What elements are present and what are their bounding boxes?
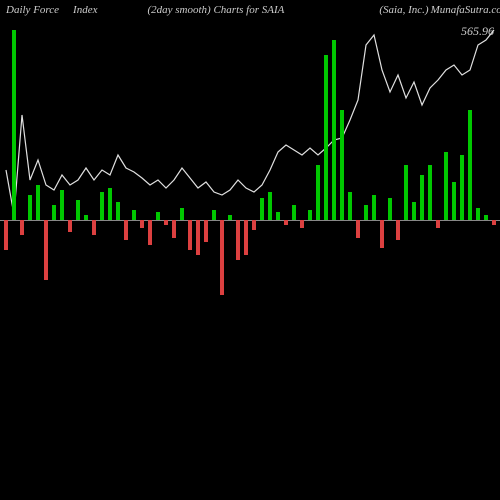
force-bar-up <box>156 212 160 220</box>
header-mid: (2day smooth) Charts for SAIA <box>147 4 284 16</box>
force-bar-up <box>108 188 112 220</box>
force-bar-down <box>4 220 8 250</box>
force-bar-up <box>420 175 424 220</box>
force-bar-down <box>44 220 48 280</box>
force-bar-up <box>428 165 432 220</box>
force-bar-up <box>348 192 352 220</box>
force-bar-down <box>396 220 400 240</box>
force-bar-up <box>444 152 448 220</box>
force-bar-up <box>292 205 296 220</box>
force-bar-up <box>460 155 464 220</box>
force-bar-up <box>276 212 280 220</box>
force-bar-down <box>92 220 96 235</box>
force-bar-down <box>124 220 128 240</box>
force-bar-up <box>28 195 32 220</box>
force-bar-down <box>436 220 440 228</box>
header-company: (Saia, Inc.) <box>379 4 428 16</box>
force-bar-up <box>212 210 216 220</box>
force-bar-up <box>316 165 320 220</box>
force-bar-up <box>308 210 312 220</box>
price-line <box>0 20 500 480</box>
force-bar-up <box>412 202 416 220</box>
force-bar-up <box>52 205 56 220</box>
force-bar-down <box>188 220 192 250</box>
force-bar-down <box>220 220 224 295</box>
force-bar-down <box>252 220 256 230</box>
force-bar-down <box>236 220 240 260</box>
force-bar-down <box>244 220 248 255</box>
force-bar-up <box>100 192 104 220</box>
force-bar-up <box>84 215 88 220</box>
force-bar-up <box>324 55 328 220</box>
force-bar-up <box>228 215 232 220</box>
force-bar-up <box>260 198 264 220</box>
force-bar-down <box>204 220 208 242</box>
force-bar-down <box>20 220 24 235</box>
header-source: MunafaSutra.com <box>431 4 500 16</box>
force-bar-up <box>180 208 184 220</box>
force-bar-up <box>404 165 408 220</box>
force-bar-up <box>468 110 472 220</box>
force-bar-up <box>268 192 272 220</box>
force-bar-up <box>60 190 64 220</box>
force-bar-up <box>116 202 120 220</box>
force-bar-up <box>12 30 16 220</box>
header-indicator-name: Daily Force <box>6 4 59 16</box>
force-bar-up <box>76 200 80 220</box>
chart-area <box>0 20 500 480</box>
chart-header: Daily Force Index (2day smooth) Charts f… <box>0 4 500 20</box>
force-bar-up <box>340 110 344 220</box>
force-bar-up <box>364 205 368 220</box>
force-bar-down <box>380 220 384 248</box>
force-bar-up <box>484 215 488 220</box>
force-bar-down <box>196 220 200 255</box>
force-bar-down <box>164 220 168 225</box>
force-bar-down <box>68 220 72 232</box>
force-bar-up <box>452 182 456 220</box>
force-bar-down <box>172 220 176 238</box>
force-bar-down <box>300 220 304 228</box>
force-bar-down <box>284 220 288 225</box>
force-bar-down <box>492 220 496 225</box>
force-bar-up <box>476 208 480 220</box>
force-bar-up <box>36 185 40 220</box>
force-bar-down <box>140 220 144 228</box>
header-indicator-type: Index <box>73 4 97 16</box>
force-bar-down <box>148 220 152 245</box>
force-bar-up <box>388 198 392 220</box>
force-bar-down <box>356 220 360 238</box>
force-bar-up <box>332 40 336 220</box>
force-bar-up <box>372 195 376 220</box>
force-bar-up <box>132 210 136 220</box>
